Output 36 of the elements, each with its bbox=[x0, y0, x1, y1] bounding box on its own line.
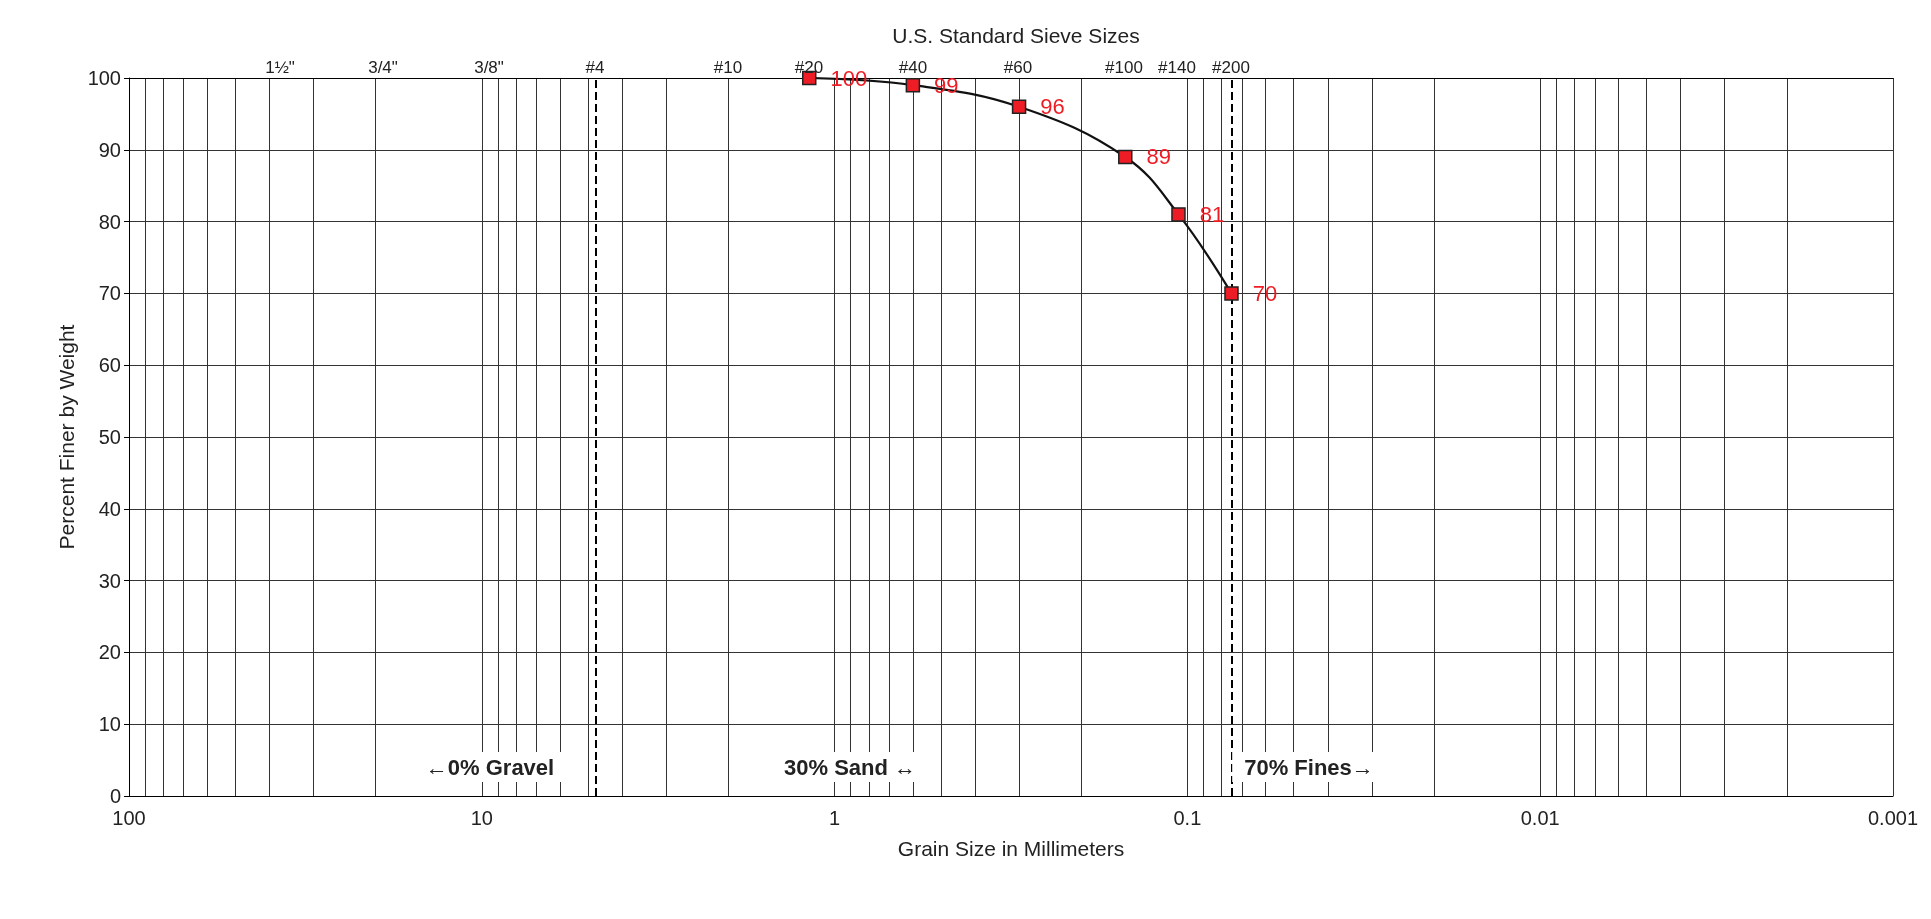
data-label: 96 bbox=[1040, 94, 1065, 120]
text: #60 bbox=[1003, 58, 1033, 77]
y-tick-label: 80 bbox=[98, 210, 121, 233]
x-tick-label: 0.1 bbox=[1173, 807, 1202, 829]
text: #100 bbox=[1105, 58, 1143, 77]
y-tick-label: 40 bbox=[98, 497, 121, 520]
text: 3/8" bbox=[474, 58, 504, 77]
x-tick-label: 0.001 bbox=[1867, 807, 1919, 829]
y-tick-label: 50 bbox=[98, 426, 121, 448]
x-axis-title: Grain Size in Millimeters bbox=[897, 837, 1125, 860]
x-tick-label: 0.01 bbox=[1520, 807, 1560, 829]
text: #40 bbox=[898, 58, 928, 77]
annotation: ←0% Gravel bbox=[425, 754, 555, 780]
annotation: 70% Fines→ bbox=[1244, 754, 1374, 780]
text: 1½" bbox=[265, 58, 295, 77]
y-tick-label: 20 bbox=[98, 641, 121, 664]
x2-axis-title: U.S. Standard Sieve Sizes bbox=[892, 24, 1140, 47]
y-tick-label: 90 bbox=[98, 138, 121, 161]
text: #140 bbox=[1158, 58, 1196, 77]
y-tick-label: 10 bbox=[98, 713, 121, 736]
text: #10 bbox=[713, 58, 743, 77]
data-label: 89 bbox=[1146, 144, 1172, 170]
y-tick-label: 0 bbox=[109, 785, 121, 807]
x-tick-label: 10 bbox=[470, 807, 493, 829]
y-axis-title: Percent Finer by Weight bbox=[54, 324, 78, 550]
x-tick-label: 100 bbox=[112, 807, 146, 829]
y-tick-label: 100 bbox=[87, 67, 121, 89]
y-tick-label: 70 bbox=[98, 282, 121, 305]
text: #20 bbox=[794, 58, 824, 77]
annotation: 30% Sand ↔ bbox=[783, 754, 917, 780]
text: #4 bbox=[585, 58, 605, 77]
text: 3/4" bbox=[368, 58, 398, 77]
y-tick-label: 60 bbox=[98, 354, 121, 377]
x-tick-label: 1 bbox=[829, 807, 841, 829]
y-tick-label: 30 bbox=[98, 569, 121, 592]
text: #200 bbox=[1212, 58, 1250, 77]
